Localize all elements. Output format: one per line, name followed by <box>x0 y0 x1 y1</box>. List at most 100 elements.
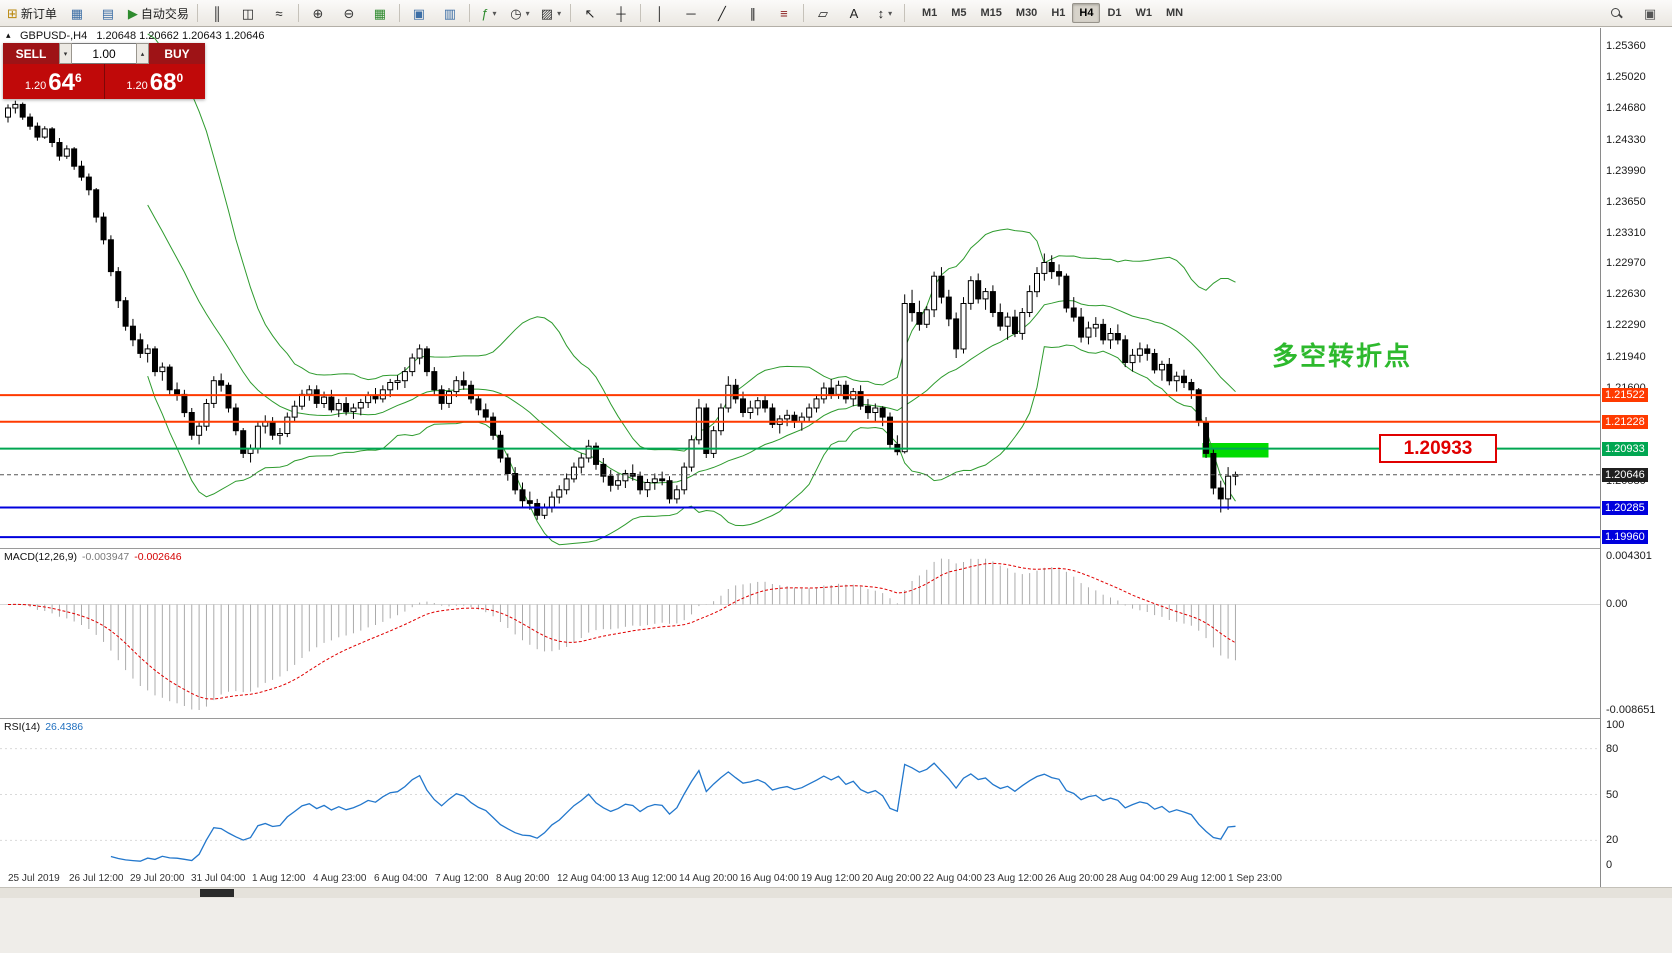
timeframe-m15[interactable]: M15 <box>980 7 1002 19</box>
timeframe-w1[interactable]: W1 <box>1135 7 1153 19</box>
cascade-windows-button[interactable]: ▥ <box>435 1 465 25</box>
macd-separator[interactable] <box>0 548 1672 549</box>
timeframe-h1[interactable]: H1 <box>1051 7 1066 19</box>
vertical-line-button[interactable]: │ <box>645 1 675 25</box>
horizontal-scrollbar[interactable] <box>0 887 1672 898</box>
price-line-label: 1.19960 <box>1602 530 1648 545</box>
zoom-out-button[interactable]: ⊖ <box>334 1 364 25</box>
text-icon: A <box>849 5 859 21</box>
sell-button[interactable]: SELL <box>3 43 59 64</box>
grid-button[interactable]: ▦ <box>365 1 395 25</box>
axis-tick-label: 1.25360 <box>1606 40 1646 53</box>
templates-button[interactable]: ▨ ▾ <box>536 1 566 25</box>
toolbar-buttons: ⊞ 新订单 ▦ ▤ ▶ 自动交易 ║ ◫ ≈ ⊕ ⊖ ▦ ▣ ▥ ƒ ▾ ◷ ▾ ▨ ▾ ↖ ┼ │ ─ ╱ ∥ ≡ ▱ A ↕ ▾ <box>3 1 908 25</box>
new-order-icon: ⊞ <box>7 5 18 21</box>
price-line-label: 1.20646 <box>1602 467 1648 482</box>
new-order-button[interactable]: ⊞ 新订单 <box>3 1 61 25</box>
rsi-separator[interactable] <box>0 718 1672 719</box>
macd-signal-value: -0.002646 <box>134 551 182 563</box>
buy-button[interactable]: BUY <box>149 43 205 64</box>
bottom-strip <box>0 897 1672 953</box>
timeframe-m30[interactable]: M30 <box>1015 7 1038 19</box>
price-line-label: 1.21522 <box>1602 388 1648 403</box>
toolbar-separator <box>398 4 400 22</box>
charts-button[interactable]: ▦ <box>62 1 92 25</box>
horizontal-line-icon: ─ <box>686 5 696 21</box>
rsi-indicator-label: RSI(14) 26.4386 <box>4 721 83 733</box>
text-button[interactable]: A <box>839 1 869 25</box>
one-click-toggle-icon[interactable]: ▴ <box>6 30 11 40</box>
search-button[interactable] <box>1601 1 1631 25</box>
zoom-in-button[interactable]: ⊕ <box>303 1 333 25</box>
horizontal-line-button[interactable]: ─ <box>676 1 706 25</box>
toolbar-separator <box>639 4 641 22</box>
macd-pane[interactable] <box>0 548 1600 718</box>
panel-toggle-icon: ▣ <box>1643 5 1657 21</box>
chart-window[interactable]: ▴ GBPUSD-,H4 1.20648 1.20662 1.20643 1.2… <box>0 28 1672 953</box>
bar-chart-icon: ║ <box>212 5 222 21</box>
arrows-button[interactable]: ↕ ▾ <box>870 1 900 25</box>
axis-tick-label: 1.25020 <box>1606 71 1646 84</box>
arrows-dropdown-icon[interactable]: ▾ <box>888 8 893 18</box>
equidistant-channel-button[interactable]: ∥ <box>738 1 768 25</box>
periods-button[interactable]: ◷ ▾ <box>505 1 535 25</box>
shapes-icon: ▱ <box>817 5 828 21</box>
rsi-value: 26.4386 <box>45 721 84 733</box>
date-label: 23 Aug 12:00 <box>984 873 1043 884</box>
buy-price-display[interactable]: 1.20 68 0 <box>104 64 205 99</box>
date-label: 16 Aug 04:00 <box>740 873 799 884</box>
axis-tick-label: 1.21940 <box>1606 351 1646 364</box>
timeframe-m5[interactable]: M5 <box>951 7 967 19</box>
indicators-button[interactable]: ƒ ▾ <box>474 1 504 25</box>
profiles-icon: ▤ <box>101 5 115 21</box>
timeframe-h4[interactable]: H4 <box>1072 3 1101 23</box>
candlestick-chart-icon: ◫ <box>241 5 255 21</box>
candlestick-chart-button[interactable]: ◫ <box>233 1 263 25</box>
trendline-button[interactable]: ╱ <box>707 1 737 25</box>
symbol-label: GBPUSD-,H4 <box>20 30 88 42</box>
fibonacci-button[interactable]: ≡ <box>769 1 799 25</box>
panel-toggle-button[interactable]: ▣ <box>1635 1 1665 25</box>
shapes-button[interactable]: ▱ <box>808 1 838 25</box>
zoom-in-icon: ⊕ <box>312 5 324 21</box>
profiles-button[interactable]: ▤ <box>93 1 123 25</box>
templates-icon: ▨ <box>540 5 554 21</box>
price-chart-pane[interactable] <box>0 28 1600 548</box>
indicators-icon: ƒ <box>481 5 489 21</box>
date-label: 22 Aug 04:00 <box>923 873 982 884</box>
date-label: 31 Jul 04:00 <box>191 873 246 884</box>
line-chart-button[interactable]: ≈ <box>264 1 294 25</box>
scrollbar-thumb[interactable] <box>200 889 234 897</box>
axis-tick-label: 1.22630 <box>1606 288 1646 301</box>
axis-tick-label: 1.24680 <box>1606 102 1646 114</box>
rsi-pane[interactable] <box>0 718 1600 871</box>
auto-trading-button[interactable]: ▶ 自动交易 <box>124 1 193 25</box>
date-label: 26 Jul 12:00 <box>69 873 124 884</box>
macd-indicator-label: MACD(12,26,9) -0.003947 -0.002646 <box>4 551 182 563</box>
bar-chart-button[interactable]: ║ <box>202 1 232 25</box>
vertical-line-icon: │ <box>655 5 664 21</box>
crosshair-button[interactable]: ┼ <box>606 1 636 25</box>
volume-input[interactable] <box>72 43 136 64</box>
periods-dropdown-icon[interactable]: ▾ <box>525 8 530 18</box>
date-label: 1 Sep 23:00 <box>1228 873 1282 884</box>
zoom-out-icon: ⊖ <box>343 5 355 21</box>
timeframe-mn[interactable]: MN <box>1166 7 1184 19</box>
sell-price-display[interactable]: 1.20 64 6 <box>3 64 105 99</box>
cursor-button[interactable]: ↖ <box>575 1 605 25</box>
date-label: 20 Aug 20:00 <box>862 873 921 884</box>
periods-icon: ◷ <box>510 5 522 21</box>
cursor-icon: ↖ <box>584 5 596 21</box>
price-axis: 1.25360 1.25020 1.24680 1.24330 1.23990 1.236… <box>1600 28 1672 897</box>
templates-dropdown-icon[interactable]: ▾ <box>557 8 562 18</box>
tile-windows-button[interactable]: ▣ <box>404 1 434 25</box>
macd-name: MACD(12,26,9) <box>4 551 77 563</box>
buy-price-big: 68 <box>149 69 177 96</box>
timeframe-d1[interactable]: D1 <box>1107 7 1122 19</box>
indicators-dropdown-icon[interactable]: ▾ <box>492 8 497 18</box>
toolbar-separator <box>196 4 198 22</box>
timeframe-m1[interactable]: M1 <box>921 7 938 19</box>
volume-increase-button[interactable]: ▴ <box>136 43 149 64</box>
volume-decrease-button[interactable]: ▾ <box>59 43 72 64</box>
price-callout-box: 1.20933 <box>1379 434 1497 463</box>
